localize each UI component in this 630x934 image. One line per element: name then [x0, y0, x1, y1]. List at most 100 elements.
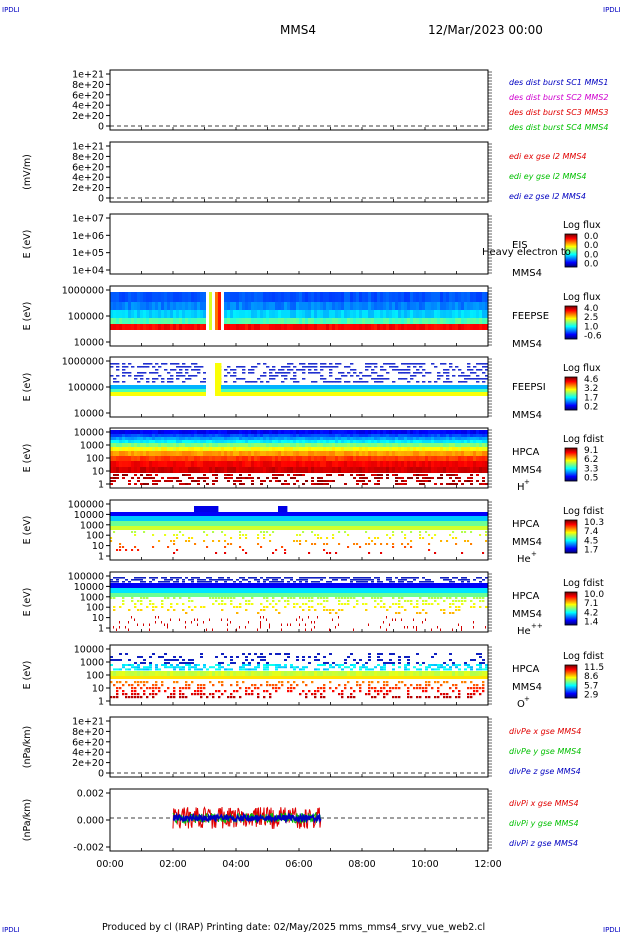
- p6-spectro-cell: [293, 483, 296, 485]
- p7-spectro-cell: [128, 526, 132, 530]
- p6-spectro-cell: [137, 451, 141, 456]
- p5-spectro-cell: [281, 366, 285, 368]
- p5-spectro-cell: [176, 363, 180, 365]
- p7-spectro-cell: [431, 521, 435, 526]
- p5-spectro-cell: [416, 369, 420, 371]
- p4-spectro-cell: [260, 324, 264, 330]
- p7-colorbar-cell: [565, 528, 577, 530]
- p8-spectro-cell: [287, 581, 290, 583]
- p4-spectro-cell: [194, 310, 198, 318]
- p7-spectro-cell: [410, 526, 414, 530]
- p8-spectro-cell: [440, 577, 443, 579]
- p5-spectro-cell: [371, 389, 375, 392]
- p4-spectro-cell: [161, 324, 165, 330]
- p6-spectro-cell: [188, 443, 192, 447]
- p5-spectro-cell: [386, 385, 390, 389]
- p4-spectro-cell: [434, 324, 438, 330]
- p6-spectro-cell: [467, 467, 471, 473]
- p7-spectro-cell: [407, 512, 411, 516]
- p7-instrument-label: HPCA: [512, 519, 540, 530]
- p7-spectro-cell: [353, 521, 357, 526]
- p4-spectro-cell: [248, 324, 252, 330]
- p8-spectro-cell: [122, 593, 126, 597]
- p4-spectro-cell: [134, 292, 138, 302]
- p4-spectro-cell: [302, 302, 306, 310]
- p5-spectro-cell: [284, 378, 288, 380]
- p4-spectro-cell: [158, 324, 162, 330]
- p5-spectro-cell: [392, 369, 396, 371]
- p6-spectro-cell: [197, 430, 201, 434]
- p6-spectro-cell: [317, 443, 321, 447]
- p8-spectro-cell: [401, 597, 404, 599]
- p8-spectro-cell: [245, 588, 249, 593]
- p7-spectro-cell: [236, 526, 240, 530]
- p8-spectro-cell: [332, 579, 335, 581]
- p4-spectro-cell: [344, 292, 348, 302]
- p4-spectro-cell: [125, 310, 129, 318]
- p8-spectro-cell: [374, 593, 378, 597]
- p5-spectro-cell: [482, 363, 486, 365]
- p6-spectro-cell: [152, 467, 156, 473]
- p6-spectro-cell: [461, 467, 465, 473]
- p4-spectro-cell: [254, 292, 258, 302]
- p6-spectro-cell: [479, 451, 483, 456]
- p7-spectro-cell: [206, 521, 210, 526]
- p5-colorbar-cell: [565, 400, 577, 402]
- p6-spectro-cell: [173, 456, 177, 461]
- p8-spectro-cell: [191, 600, 194, 602]
- p4-spectro-cell: [398, 292, 402, 302]
- p8-spectro-cell: [326, 597, 329, 599]
- p8-spectro-cell: [281, 597, 284, 599]
- p8-spectro-cell: [308, 583, 312, 588]
- p8-spectro-cell: [440, 597, 443, 599]
- p8-spectro-cell: [428, 603, 431, 605]
- p6-colorbar-cell: [565, 478, 577, 480]
- p5-spectro-cell: [233, 381, 237, 383]
- p4-spectro-cell: [263, 310, 267, 318]
- p6-colorbar-cell: [565, 467, 577, 469]
- p4-spectro-cell: [374, 292, 378, 302]
- p6-spectro-cell: [320, 430, 324, 434]
- p6-spectro-cell: [344, 451, 348, 456]
- p7-spectro-cell: [290, 521, 294, 526]
- p5-spectro-cell: [269, 369, 273, 371]
- p6-spectro-cell: [410, 456, 414, 461]
- p4-spectro-cell: [467, 324, 471, 330]
- p8-spectro-cell: [395, 603, 398, 605]
- p7-spectro-cell: [467, 540, 470, 542]
- p4-spectro-cell: [200, 318, 204, 324]
- p6-spectro-cell: [392, 451, 396, 456]
- p6-spectro-cell: [287, 483, 290, 485]
- p7-spectro-cell: [338, 521, 342, 526]
- p5-spectro-cell: [446, 372, 450, 374]
- p5-spectro-cell: [167, 385, 171, 389]
- p6-spectro-cell: [230, 467, 234, 473]
- p8-spectro-cell: [284, 606, 287, 608]
- p4-spectro-cell: [371, 318, 375, 324]
- p8-spectro-cell: [422, 609, 425, 611]
- p6-spectro-cell: [242, 430, 246, 434]
- p7-spectro-cell: [197, 526, 201, 530]
- p4-spectro-cell: [245, 292, 249, 302]
- p6-spectro-cell: [227, 447, 231, 451]
- p5-spectro-cell: [413, 372, 417, 374]
- p5-spectro-cell: [134, 389, 138, 392]
- p6-ytick-label: 100: [86, 454, 104, 465]
- p6-spectro-cell: [155, 437, 159, 440]
- p7-colorbar-cell: [565, 527, 577, 529]
- p7-spectro-cell: [131, 521, 135, 526]
- p6-spectro-cell: [401, 430, 405, 434]
- p5-spectro-cell: [446, 369, 450, 371]
- p4-spectro-cell: [110, 324, 114, 330]
- p6-spectro-cell: [251, 437, 255, 440]
- p7-spectro-cell: [371, 516, 375, 521]
- p8-spectro-cell: [269, 583, 273, 588]
- p7-spectro-cell: [299, 543, 302, 545]
- p6-colorbar-cell: [565, 454, 577, 456]
- p5-spectro-cell: [395, 392, 399, 396]
- p6-spectro-cell: [302, 437, 306, 440]
- p5-spectro-cell: [122, 375, 126, 377]
- p4-spectro-cell: [344, 310, 348, 318]
- p6-spectro-cell: [446, 437, 450, 440]
- p6-spectro-cell: [317, 434, 321, 437]
